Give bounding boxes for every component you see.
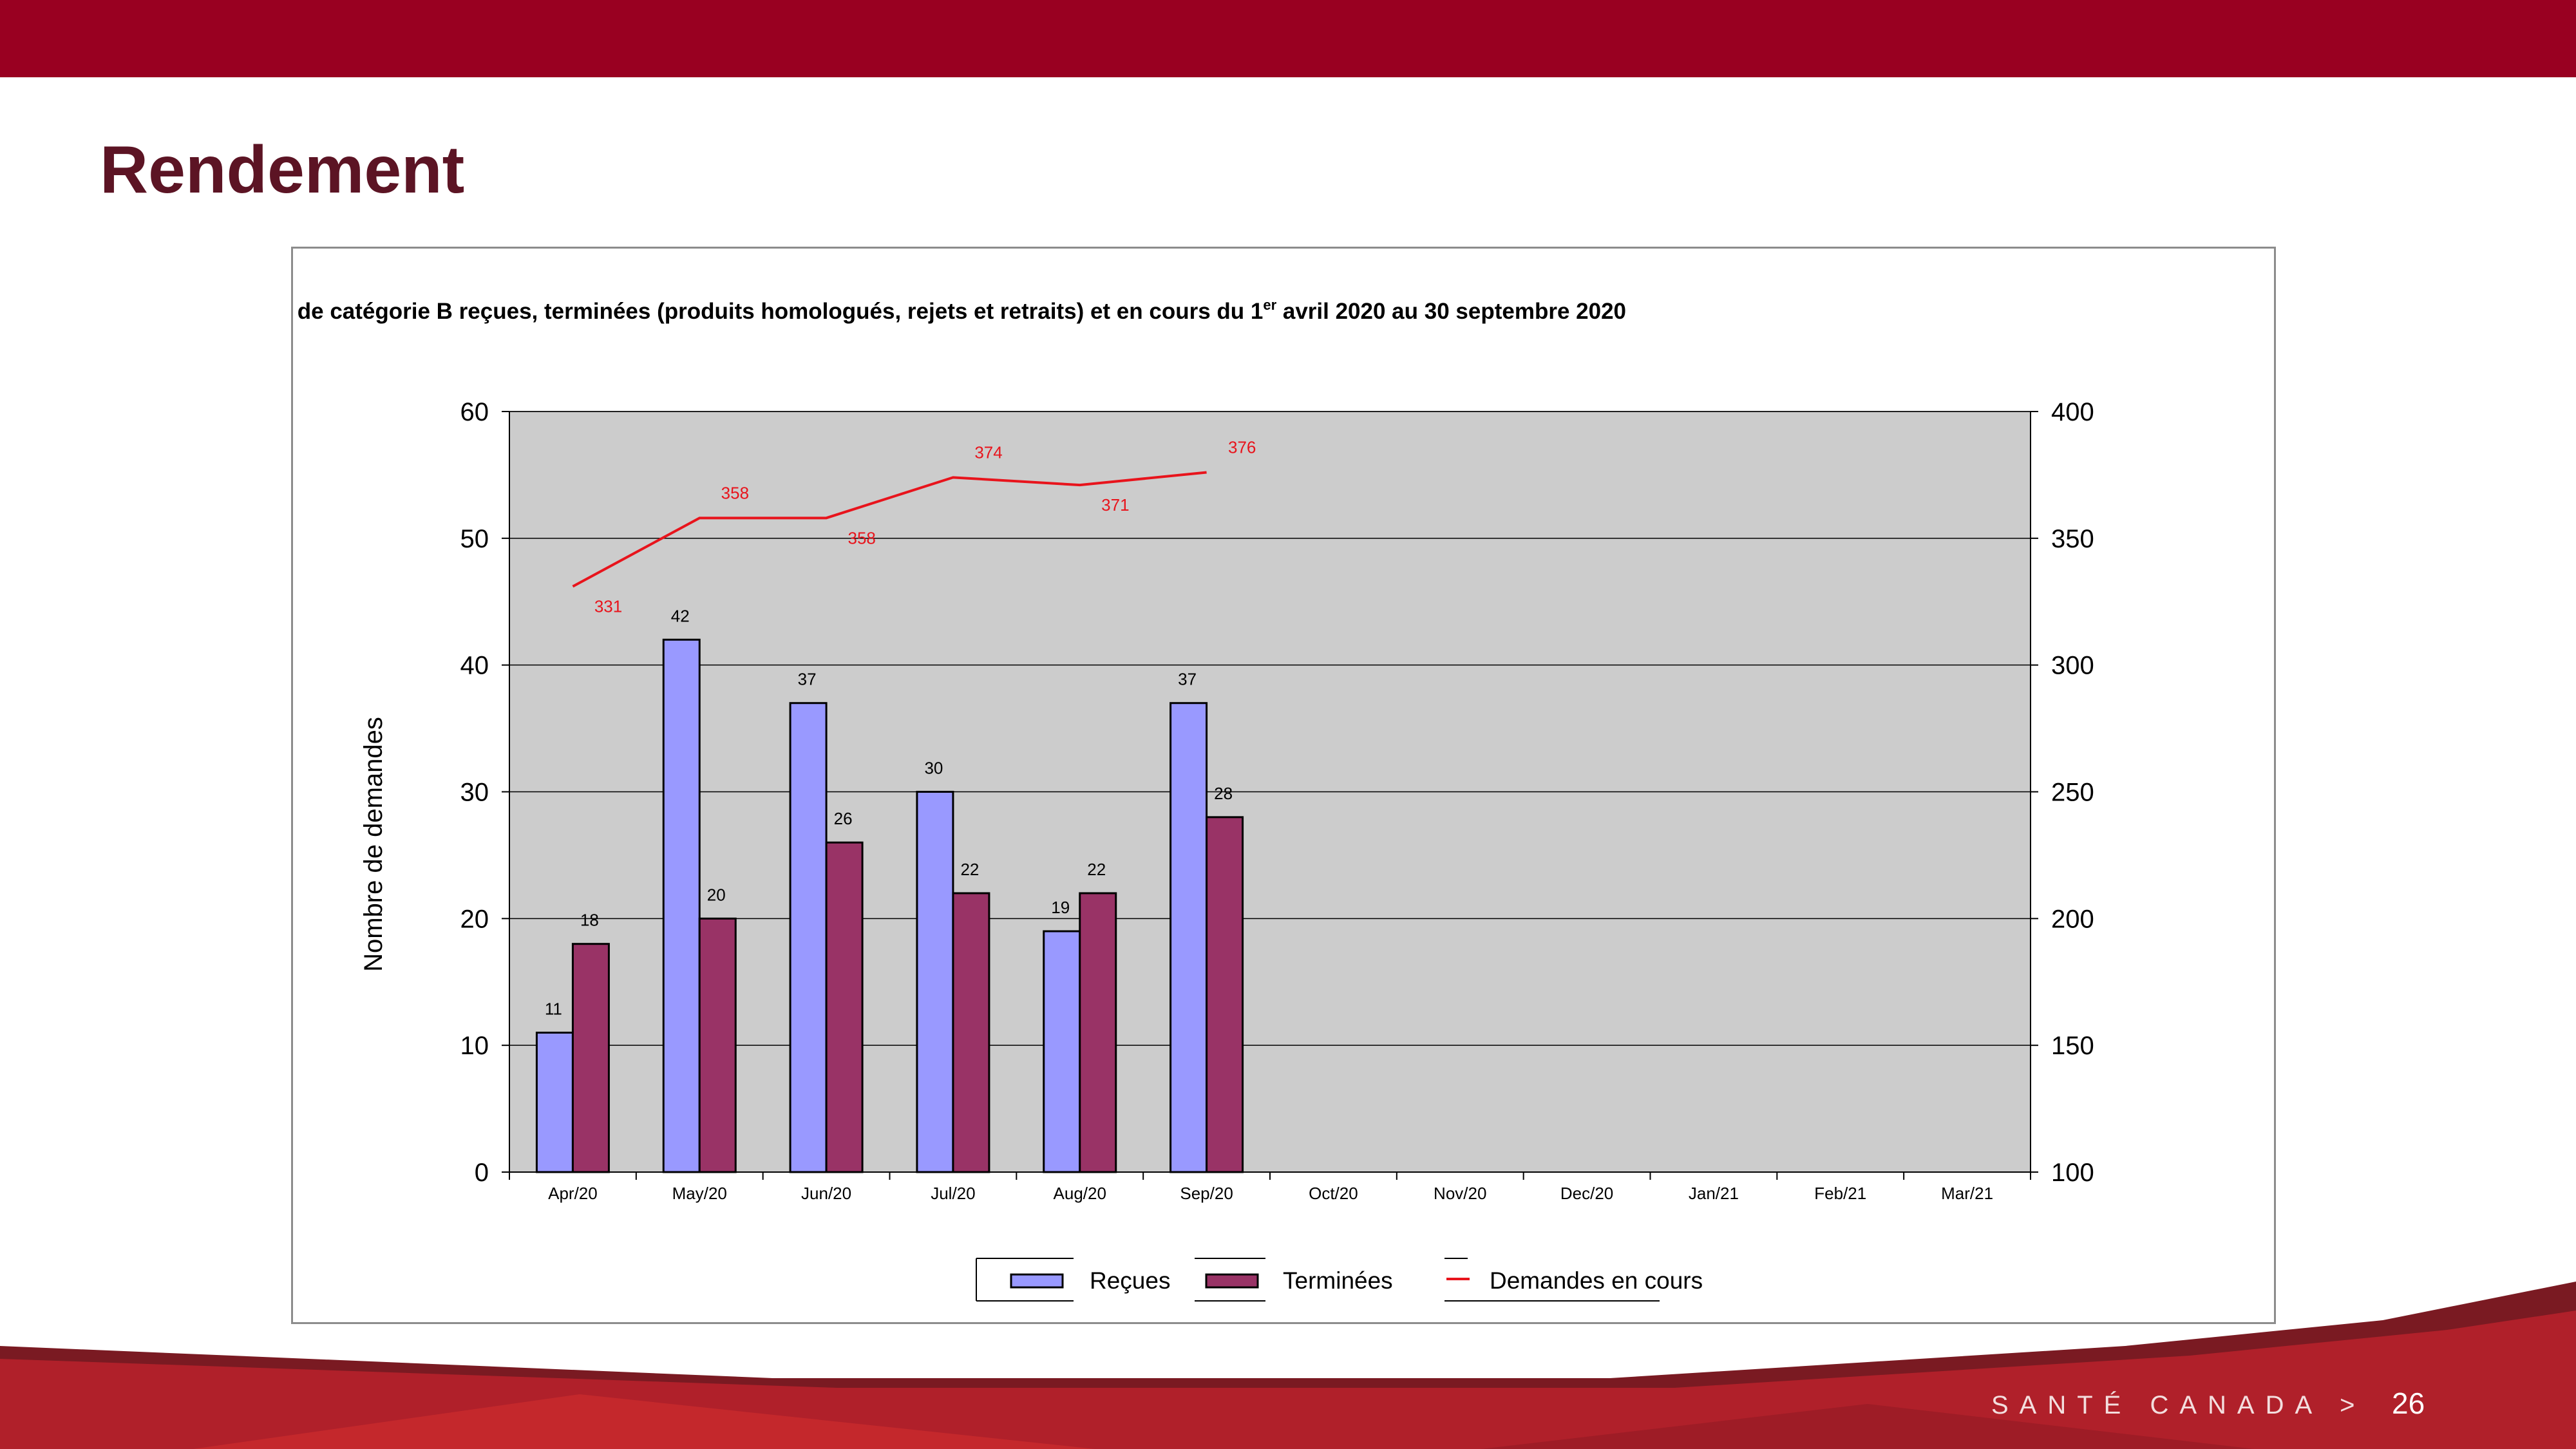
y-tick-label: 30 (460, 779, 489, 807)
x-tick-label: Dec/20 (1560, 1184, 1613, 1203)
x-tick-label: Jan/21 (1689, 1184, 1739, 1203)
x-tick-label: May/20 (672, 1184, 727, 1203)
bar-recues (535, 1031, 574, 1173)
chart-title-superscript: er (1263, 297, 1276, 313)
x-tick-label: Feb/21 (1814, 1184, 1866, 1203)
y2-tick-label: 200 (2051, 905, 2094, 933)
bar-terminees (1079, 892, 1117, 1173)
chart-title-end: avril 2020 au 30 septembre 2020 (1276, 299, 1626, 324)
y-tick-label: 20 (460, 905, 489, 933)
bar-terminees (571, 943, 610, 1173)
y-tick-label: 40 (460, 652, 489, 680)
y2-tick-label: 100 (2051, 1159, 2094, 1187)
bar-value-label: 30 (924, 759, 943, 778)
bar-value-label: 42 (671, 606, 690, 625)
line-value-label: 374 (974, 442, 1002, 462)
chart-title-main: Demandes de catégorie B reçues, terminée… (293, 299, 1263, 324)
bar-value-label: 20 (707, 885, 726, 904)
bar-recues (662, 638, 701, 1173)
line-value-label: 376 (1228, 437, 1256, 457)
legend-label: Reçues (1090, 1267, 1170, 1294)
bar-value-label: 37 (798, 670, 817, 689)
y2-tick-label: 300 (2051, 652, 2094, 680)
line-value-label: 371 (1101, 495, 1129, 515)
x-tick-label: Oct/20 (1309, 1184, 1358, 1203)
bar-terminees (825, 841, 864, 1173)
bar-value-label: 22 (1087, 860, 1106, 879)
legend-label: Demandes en cours (1490, 1267, 1703, 1294)
bar-value-label: 28 (1214, 784, 1233, 803)
y2-tick-label: 150 (2051, 1032, 2094, 1060)
line-value-label: 331 (594, 597, 622, 616)
x-tick-label: Apr/20 (548, 1184, 598, 1203)
bar-recues (1043, 930, 1081, 1173)
page-number: 26 (2392, 1387, 2425, 1420)
y2-tick-label: 350 (2051, 525, 2094, 553)
y-tick-label: 50 (460, 525, 489, 553)
bar-terminees (698, 917, 737, 1173)
bar-value-label: 37 (1178, 670, 1197, 689)
legend-swatch (1010, 1273, 1064, 1289)
x-tick-label: Sep/20 (1180, 1184, 1233, 1203)
x-tick-label: Jun/20 (801, 1184, 851, 1203)
chart-svg: Demandes de catégorie B reçues, terminée… (293, 297, 2094, 1302)
x-tick-label: Aug/20 (1054, 1184, 1106, 1203)
x-tick-label: Nov/20 (1434, 1184, 1486, 1203)
legend-label: Terminées (1283, 1267, 1393, 1294)
x-tick-label: Jul/20 (931, 1184, 975, 1203)
bar-terminees (952, 892, 990, 1173)
y2-tick-label: 400 (2051, 398, 2094, 426)
footer-wave (0, 1282, 2576, 1449)
slide-title: Rendement (100, 133, 465, 207)
bar-recues (1170, 702, 1208, 1173)
footer-brand: SANTÉ CANADA > (1991, 1391, 2366, 1419)
line-value-label: 358 (721, 483, 749, 502)
line-demandes-en-cours (572, 471, 1207, 588)
bar-value-label: 22 (960, 860, 979, 879)
bar-value-label: 26 (834, 809, 853, 828)
plot-area: 0 10 20 30 40 50 60 100 150 200 250 300 350 400 Apr/20… (460, 398, 2094, 1203)
footer-wave-accent (193, 1394, 1095, 1449)
bar-recues (789, 702, 828, 1173)
line-value-label: 358 (848, 528, 876, 547)
bar-recues (916, 791, 954, 1173)
chart-title: Demandes de catégorie B reçues, terminée… (293, 297, 1626, 324)
top-banner (0, 0, 2576, 77)
y-tick-label: 60 (460, 398, 489, 426)
y-axis-title: Nombre de demandes (359, 717, 388, 972)
bar-terminees (1206, 816, 1244, 1173)
chart-frame: Demandes de catégorie B reçues, terminée… (291, 247, 2276, 1324)
bar-value-label: 18 (580, 911, 599, 930)
footer-wave-accent-2 (1481, 1404, 2254, 1449)
legend: Reçues Terminées Demandes en cours (976, 1258, 1703, 1302)
x-tick-label: Mar/21 (1941, 1184, 1993, 1203)
y-tick-label: 0 (475, 1159, 489, 1187)
bar-value-label: 11 (545, 999, 562, 1018)
legend-swatch (1205, 1273, 1259, 1289)
y-tick-label: 10 (460, 1032, 489, 1060)
y2-tick-label: 250 (2051, 779, 2094, 807)
bar-value-label: 19 (1051, 898, 1070, 917)
